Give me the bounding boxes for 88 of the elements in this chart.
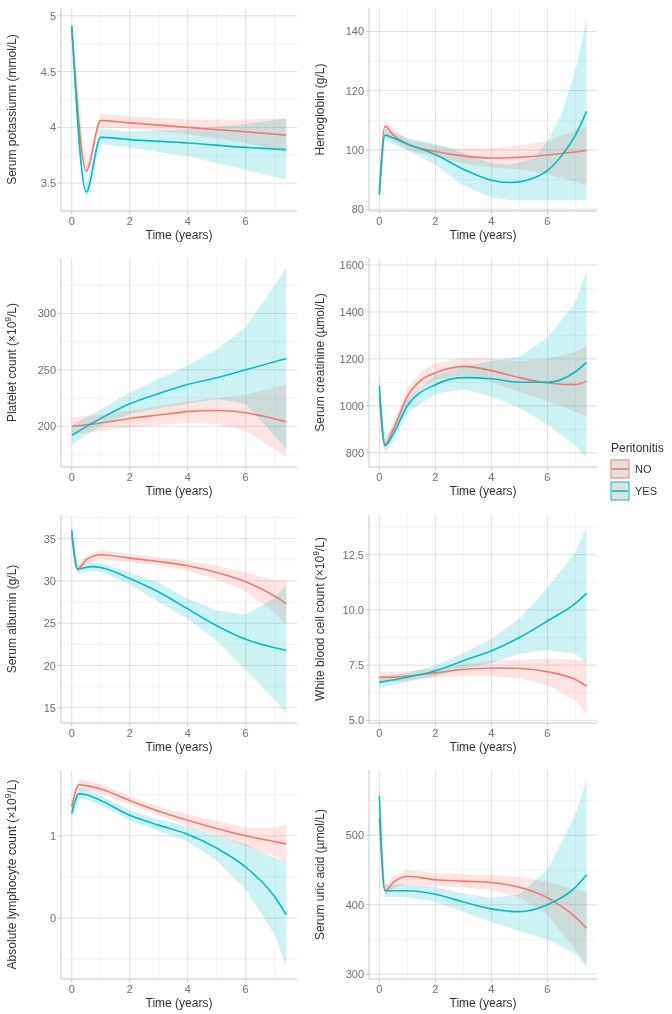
y-tick-label: 250 (37, 363, 56, 376)
x-tick-label: 6 (242, 983, 249, 995)
x-axis-title: Time (years) (449, 996, 517, 1010)
x-tick-label: 0 (68, 215, 75, 227)
y-tick-label: 400 (345, 898, 364, 911)
line-series (70, 793, 288, 916)
x-tick-label: 0 (68, 983, 75, 995)
y-tick-label: 5 (49, 9, 56, 22)
x-tick-label: 0 (68, 727, 75, 739)
y-tick-label: 1200 (339, 352, 364, 365)
x-tick-label: 2 (126, 983, 133, 995)
y-tick-label: 300 (37, 307, 56, 320)
y-tick-label: 25 (43, 617, 56, 630)
line-series (378, 592, 588, 684)
x-tick-label: 2 (432, 983, 439, 995)
x-tick-label: 6 (544, 983, 551, 995)
y-tick-label: 12.5 (342, 548, 364, 561)
y-tick-label: 4 (49, 121, 56, 134)
y-tick-label: 300 (345, 968, 364, 981)
x-tick-label: 2 (126, 215, 133, 227)
y-tick-label: 1 (49, 829, 56, 842)
x-axis-title: Time (years) (145, 484, 213, 498)
x-tick-label: 4 (488, 215, 495, 227)
legend-label: YES (635, 485, 658, 497)
y-axis-title: Serum potassiumn (mmol/L) (5, 34, 19, 185)
line-series (70, 533, 288, 605)
y-tick-label: 7.5 (348, 659, 364, 672)
x-tick-label: 4 (488, 471, 495, 483)
x-tick-label: 4 (184, 215, 191, 227)
y-tick-label: 35 (43, 532, 56, 545)
y-tick-label: 30 (43, 574, 56, 587)
line-series (70, 409, 288, 428)
y-tick-label: 80 (351, 203, 364, 216)
x-axis-title: Time (years) (449, 484, 517, 498)
y-tick-label: 140 (345, 25, 364, 38)
y-tick-label: 3.5 (40, 177, 56, 190)
x-axis-title: Time (years) (449, 740, 517, 754)
x-tick-label: 0 (376, 471, 383, 483)
x-axis-title: Time (years) (145, 228, 213, 242)
y-tick-label: 100 (345, 143, 364, 156)
x-tick-label: 4 (488, 727, 495, 739)
y-tick-label: 1400 (339, 305, 364, 318)
y-tick-label: 500 (345, 829, 364, 842)
x-tick-label: 6 (242, 215, 249, 227)
line-series (378, 667, 588, 687)
legend-label: NO (635, 463, 652, 475)
x-tick-label: 4 (184, 727, 191, 739)
y-tick-label: 10.0 (342, 603, 364, 616)
line-series (378, 817, 588, 930)
x-axis-title: Time (years) (145, 996, 213, 1010)
x-axis-title: Time (years) (145, 740, 213, 754)
y-tick-label: 4.5 (40, 65, 56, 78)
x-tick-label: 2 (126, 471, 133, 483)
line-series (378, 794, 588, 913)
x-tick-label: 2 (432, 471, 439, 483)
y-tick-label: 0 (49, 912, 56, 925)
x-tick-label: 6 (242, 471, 249, 483)
x-tick-label: 6 (544, 471, 551, 483)
y-tick-label: 120 (345, 84, 364, 97)
x-tick-label: 2 (432, 215, 439, 227)
x-tick-label: 6 (242, 727, 249, 739)
x-tick-label: 0 (68, 471, 75, 483)
line-series (70, 784, 288, 845)
y-tick-label: 5.0 (348, 714, 364, 727)
y-tick-label: 200 (37, 420, 56, 433)
y-axis-title: Hemoglobin (g/L) (313, 63, 327, 156)
line-series (70, 529, 288, 652)
y-tick-label: 800 (345, 446, 364, 459)
y-tick-label: 20 (43, 659, 56, 672)
x-tick-label: 0 (376, 215, 383, 227)
x-tick-label: 2 (432, 727, 439, 739)
y-tick-label: 1600 (339, 259, 364, 272)
y-tick-label: 15 (43, 701, 56, 714)
x-tick-label: 0 (376, 983, 383, 995)
y-axis-title: Serum uric acid (µmol/L) (313, 809, 327, 940)
x-tick-label: 0 (376, 727, 383, 739)
line-series (70, 357, 288, 437)
x-tick-label: 4 (488, 983, 495, 995)
y-axis-title: Serum albumin (g/L) (5, 564, 19, 674)
x-axis-title: Time (years) (449, 228, 517, 242)
y-tick-label: 1000 (339, 399, 364, 412)
legend-title: Peritonitis (611, 441, 664, 455)
x-tick-label: 6 (544, 727, 551, 739)
x-tick-label: 6 (544, 215, 551, 227)
y-axis-title: Serum creatinine (µmol/L) (313, 293, 327, 432)
x-tick-label: 4 (184, 471, 191, 483)
x-tick-label: 2 (126, 727, 133, 739)
x-tick-label: 4 (184, 983, 191, 995)
